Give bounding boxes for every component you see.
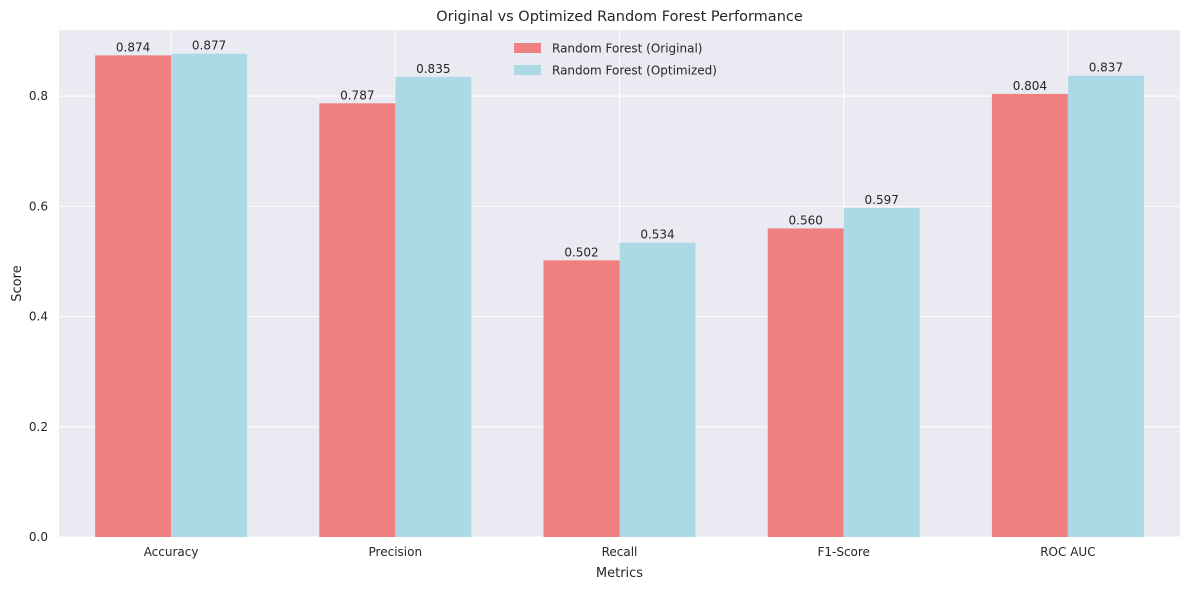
y-tick-label: 0.8 bbox=[29, 89, 48, 103]
bar-value-label: 0.597 bbox=[865, 193, 899, 207]
bar-optimized bbox=[395, 76, 472, 537]
bars bbox=[95, 53, 1144, 538]
bar-value-label: 0.877 bbox=[192, 39, 226, 53]
x-tick-label: Recall bbox=[602, 545, 638, 559]
bar-value-label: 0.787 bbox=[340, 88, 374, 102]
x-tick-label: F1-Score bbox=[817, 545, 869, 559]
bar-value-label: 0.804 bbox=[1013, 79, 1047, 93]
chart-title: Original vs Optimized Random Forest Perf… bbox=[436, 9, 803, 25]
bar-original bbox=[319, 103, 396, 538]
bar-value-label: 0.835 bbox=[416, 62, 450, 76]
y-tick-label: 0.6 bbox=[29, 199, 48, 213]
bar-original bbox=[543, 260, 620, 537]
legend-swatch bbox=[514, 65, 541, 75]
x-tick-label: ROC AUC bbox=[1040, 545, 1095, 559]
legend-swatch bbox=[514, 43, 541, 53]
bar-optimized bbox=[1067, 75, 1144, 537]
bar-original bbox=[767, 228, 844, 538]
x-tick-label: Accuracy bbox=[144, 545, 199, 559]
bar-original bbox=[95, 55, 172, 537]
bar-optimized bbox=[619, 242, 696, 538]
bar-original bbox=[991, 93, 1068, 537]
y-tick-label: 0.4 bbox=[29, 310, 48, 324]
bar-value-label: 0.534 bbox=[640, 228, 674, 242]
y-axis: 0.0 0.2 0.4 0.6 0.8 bbox=[29, 89, 48, 544]
bar-value-label: 0.560 bbox=[789, 213, 823, 227]
bar-value-label: 0.502 bbox=[564, 245, 598, 259]
y-tick-label: 0.0 bbox=[29, 530, 48, 544]
legend: Random Forest (Original) Random Forest (O… bbox=[514, 42, 717, 78]
bar-value-label: 0.874 bbox=[116, 40, 150, 54]
bar-value-label: 0.837 bbox=[1089, 61, 1123, 75]
legend-label: Random Forest (Original) bbox=[552, 42, 702, 56]
data-labels: 0.874 0.787 0.502 0.560 0.804 0.877 0.835 0.534… bbox=[116, 39, 1123, 260]
x-axis: Accuracy Precision Recall F1-Score ROC AUC bbox=[144, 545, 1096, 559]
y-axis-title: Score bbox=[10, 265, 25, 301]
y-tick-label: 0.2 bbox=[29, 420, 48, 434]
bar-optimized bbox=[843, 208, 920, 537]
x-tick-label: Precision bbox=[369, 545, 423, 559]
legend-label: Random Forest (Optimized) bbox=[552, 64, 717, 78]
x-axis-title: Metrics bbox=[596, 566, 643, 581]
bar-optimized bbox=[171, 53, 248, 537]
